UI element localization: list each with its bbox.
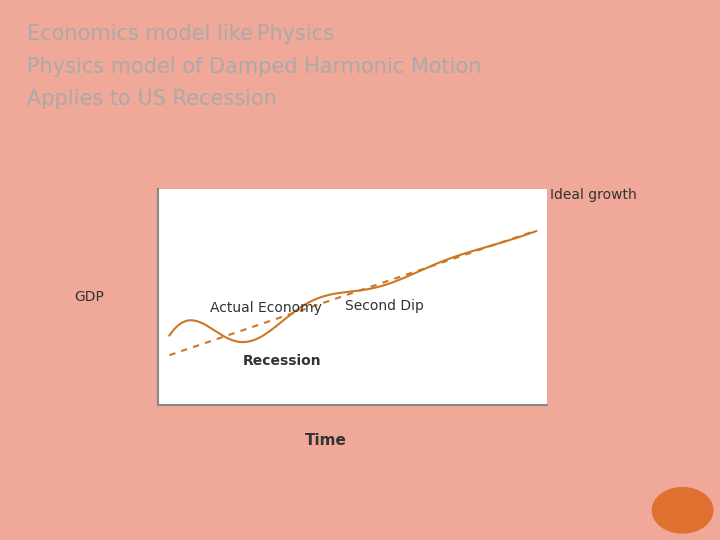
Text: Ideal growth: Ideal growth xyxy=(551,188,637,202)
Text: Physics model of Damped Harmonic Motion: Physics model of Damped Harmonic Motion xyxy=(27,57,482,77)
Text: Recession: Recession xyxy=(243,354,321,368)
Text: Second Dip: Second Dip xyxy=(346,299,424,313)
Text: Economics model like Physics: Economics model like Physics xyxy=(27,24,335,44)
Text: Actual Economy: Actual Economy xyxy=(210,301,322,315)
Text: Time: Time xyxy=(305,433,346,448)
Text: GDP: GDP xyxy=(74,290,104,304)
Text: Applies to US Recession: Applies to US Recession xyxy=(27,89,277,109)
